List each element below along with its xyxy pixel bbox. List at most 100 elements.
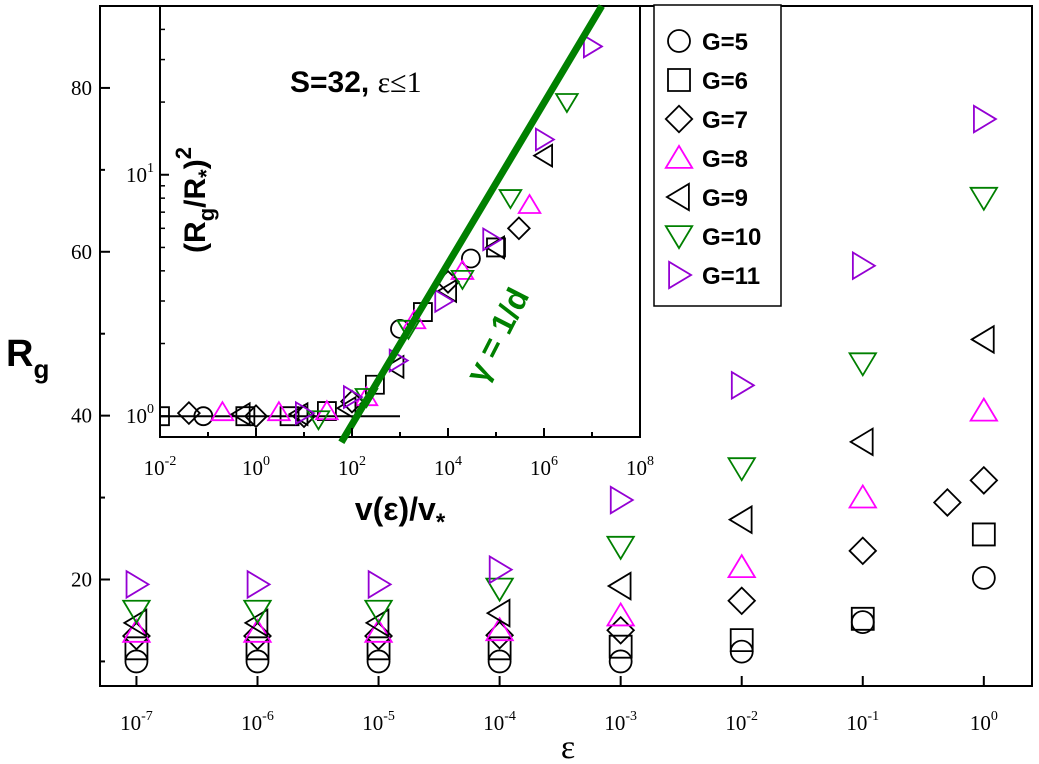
data-point	[726, 553, 757, 579]
inset-data-point	[287, 401, 309, 427]
inset-data-point	[176, 401, 201, 426]
x-tick-label: 10-7	[120, 709, 153, 735]
main-series-G=6	[124, 522, 996, 661]
legend-entry: G=9	[665, 182, 748, 212]
inset-title: S=32, ε≤1	[290, 66, 422, 99]
x-tick-label: 10-2	[725, 709, 758, 735]
inset-data-point	[317, 401, 337, 421]
data-point	[243, 608, 269, 638]
data-point	[726, 457, 757, 482]
data-point	[122, 608, 148, 638]
fit-line	[338, 4, 605, 445]
legend-entry: G=8	[664, 144, 748, 173]
inset-data-point	[554, 93, 580, 114]
data-point	[245, 636, 270, 661]
data-point	[969, 186, 999, 212]
inset-x-tick-label: 108	[626, 454, 654, 480]
data-point	[729, 628, 754, 653]
inset-series-G=11	[295, 34, 604, 426]
inset-data-point	[193, 406, 214, 427]
data-point	[606, 571, 632, 601]
data-point	[367, 569, 393, 600]
inset-data-point	[314, 399, 340, 421]
inset-data-point	[461, 248, 481, 269]
inset-data-point	[210, 400, 235, 422]
inset-data-point	[229, 401, 251, 427]
data-point	[727, 586, 757, 616]
data-point	[121, 621, 151, 651]
main-series-G=9	[122, 324, 995, 638]
main-plot: 20 40 60 80 10-7 10-6 10-5 10-4 10-3 10-2 10-1 100 ε…	[6, 5, 1033, 764]
main-series-G=8	[121, 396, 999, 643]
data-point	[487, 649, 512, 674]
inset-data-point	[583, 34, 604, 59]
main-series-G=11	[125, 104, 998, 600]
legend-box	[653, 4, 782, 307]
legend-label: G=8	[702, 146, 748, 173]
data-point	[485, 620, 515, 650]
data-point	[124, 636, 149, 661]
legend-entry: G=11	[668, 260, 760, 290]
x-tick-label: 10-1	[846, 709, 879, 735]
legend-entry: G=7	[664, 104, 748, 134]
legend-marker	[667, 68, 691, 92]
data-point	[121, 599, 152, 625]
legend-marker	[664, 225, 694, 250]
data-point	[969, 465, 999, 495]
x-tick-label: 10-5	[362, 709, 395, 735]
inset-data-point	[266, 400, 292, 422]
data-point	[366, 636, 391, 661]
inset-data-point	[532, 143, 553, 169]
data-point	[125, 569, 151, 600]
data-point	[848, 427, 874, 457]
legend: G=5 G=6 G=7 G=8 G=9 G=10 G=11	[653, 4, 782, 307]
main-series-G=7	[121, 465, 999, 651]
data-point	[485, 598, 511, 628]
inset-data-point	[295, 400, 316, 426]
data-point	[727, 504, 753, 535]
inset-data-point	[482, 226, 503, 252]
data-point	[973, 104, 998, 134]
data-point	[605, 601, 636, 627]
data-point	[488, 554, 514, 585]
data-point	[243, 621, 272, 651]
x-axis-label: ε	[561, 729, 575, 764]
y-tick-label: 60	[71, 240, 92, 264]
data-point	[364, 621, 394, 651]
inset-data-point	[506, 216, 531, 241]
data-point	[850, 606, 875, 631]
data-point	[608, 649, 633, 674]
inset-y-axis-label: (Rg/R*)2	[171, 147, 219, 253]
x-tick-label: 10-6	[241, 709, 274, 735]
inset-x-tick-label: 10-2	[144, 454, 177, 480]
data-point	[969, 396, 999, 422]
legend-label: G=10	[702, 224, 761, 251]
data-point	[932, 488, 962, 517]
inset-data-point	[343, 384, 364, 410]
inset-data-point	[517, 193, 542, 214]
inset-data-point	[306, 410, 331, 432]
legend-entry: G=10	[664, 224, 761, 251]
data-point	[121, 618, 152, 643]
inset-y-tick-label: 101	[126, 161, 154, 187]
legend-label: G=9	[702, 185, 748, 212]
data-point	[609, 485, 635, 515]
inset-x-tick-label: 102	[338, 454, 366, 480]
inset-data-point	[498, 189, 523, 210]
inset-x-axis-label: v(ε)/v*	[355, 491, 446, 536]
data-point	[608, 634, 633, 659]
y-tick-label: 20	[71, 567, 92, 591]
y-axis-label: Rg	[6, 333, 49, 384]
x-tick-label: 10-4	[483, 709, 516, 735]
data-point	[484, 577, 515, 603]
x-tick-label: 10-3	[604, 709, 637, 735]
data-point	[124, 649, 149, 674]
inset-data-point	[160, 406, 170, 427]
data-point	[484, 616, 515, 642]
legend-marker	[665, 182, 690, 212]
data-point	[847, 483, 878, 509]
legend-marker	[667, 29, 691, 53]
data-point	[848, 536, 878, 566]
data-point	[847, 352, 878, 378]
